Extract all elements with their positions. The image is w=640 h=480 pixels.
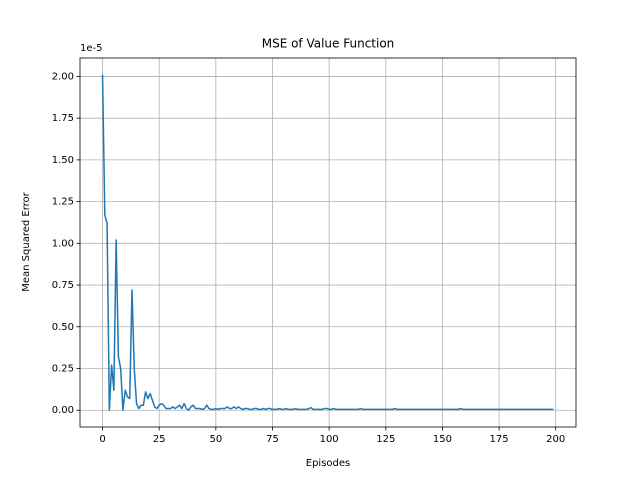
x-tick-label: 50 (209, 434, 222, 445)
x-tick-label: 100 (320, 434, 339, 445)
y-tick-label: 0.50 (52, 322, 74, 333)
y-tick-label: 0.75 (52, 280, 74, 291)
x-tick-label: 150 (433, 434, 452, 445)
y-tick-label: 1.00 (52, 238, 74, 249)
x-tick-label: 75 (266, 434, 279, 445)
x-tick-label: 200 (546, 434, 565, 445)
chart-title: MSE of Value Function (262, 37, 395, 51)
data-line (101, 74, 554, 411)
x-tick-label: 0 (99, 434, 105, 445)
x-tick-label: 25 (153, 434, 166, 445)
axes-frame (79, 57, 577, 428)
y-offset-text: 1e-5 (80, 43, 103, 54)
x-tick-label: 175 (490, 434, 509, 445)
y-tick-label: 0.00 (52, 405, 74, 416)
y-tick-label: 1.75 (52, 113, 74, 124)
x-tick-label: 125 (376, 434, 395, 445)
y-tick-label: 1.50 (52, 155, 74, 166)
y-tick-label: 0.25 (52, 364, 74, 375)
y-tick-label: 1.25 (52, 197, 74, 208)
y-tick-label: 2.00 (52, 71, 74, 82)
y-axis-label: Mean Squared Error (21, 191, 32, 291)
x-axis-label: Episodes (306, 458, 350, 469)
